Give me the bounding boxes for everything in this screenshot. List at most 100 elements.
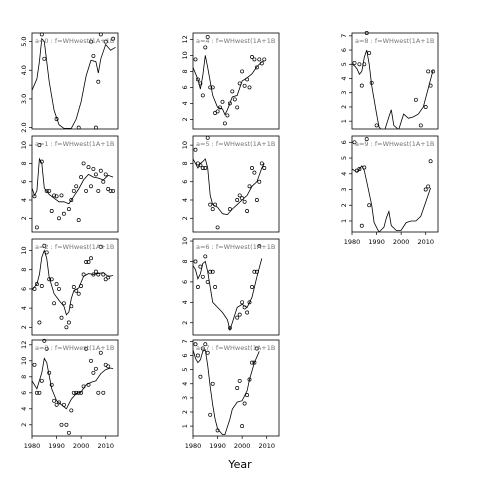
point-2-3 (39, 284, 44, 288)
y-tick-label-5-0: 2 (181, 216, 189, 220)
x-tick-label-9-2: 2000 (393, 238, 410, 246)
panel-frame-0 (31, 32, 119, 130)
point-7-6 (208, 412, 213, 417)
point-1-21 (89, 184, 93, 189)
x-tick-label-9-0: 1980 (344, 238, 361, 246)
point-3-27 (98, 350, 103, 355)
y-tick-label-8-2: 3 (340, 91, 348, 95)
point-1-12 (66, 207, 71, 212)
point-2-16 (71, 285, 76, 289)
point-8-6 (369, 80, 374, 85)
point-8-11 (426, 69, 431, 74)
y-tick-label-9-5: 6 (340, 140, 348, 144)
y-tick-label-8-0: 1 (340, 119, 348, 123)
point-1-30 (111, 188, 116, 193)
point-7-17 (254, 346, 259, 351)
point-4-18 (237, 81, 242, 86)
x-axis-label: Year (228, 458, 252, 471)
y-tick-label-9-1: 2 (340, 203, 348, 207)
point-1-19 (84, 188, 89, 193)
point-9-9 (428, 159, 433, 164)
point-4-1 (195, 77, 200, 82)
panel-7: a=7 : f=WHwest(1A+1B 1 2 3 4 5 6 7 1980 1990 2000 2… (181, 339, 280, 450)
point-3-30 (106, 364, 111, 369)
point-2-23 (89, 256, 93, 261)
y-tick-label-5-4: 10 (181, 141, 189, 149)
point-2-14 (66, 320, 71, 325)
point-8-2 (359, 83, 364, 88)
point-3-21 (84, 346, 89, 351)
point-7-0 (193, 342, 198, 347)
point-6-16 (250, 285, 254, 289)
y-tick-label-4-2: 6 (181, 85, 189, 89)
panel-4: a=4 : f=WHwest(1A+1B 2 4 6 8 10 12 (181, 32, 280, 130)
point-3-20 (81, 384, 86, 389)
y-tick-label-3-4: 10 (20, 357, 28, 365)
point-2-19 (79, 284, 84, 288)
point-3-2 (37, 390, 42, 395)
point-2-10 (57, 286, 61, 291)
point-1-1 (34, 225, 39, 230)
point-3-0 (32, 362, 37, 367)
point-6-14 (245, 310, 250, 315)
y-tick-label-1-2: 6 (20, 180, 28, 184)
point-4-23 (250, 55, 254, 59)
fit-curve-7 (193, 349, 260, 435)
point-2-22 (86, 260, 91, 264)
point-5-18 (252, 170, 257, 175)
x-tick-label-7-2: 2000 (234, 442, 251, 450)
point-1-16 (76, 218, 81, 223)
point-3-6 (47, 370, 52, 375)
x-tick-label-9-3: 2010 (417, 238, 434, 246)
point-9-7 (423, 187, 428, 192)
point-5-20 (257, 179, 262, 184)
fit-curve-1 (32, 157, 114, 205)
x-tick-label-3-3: 2010 (97, 442, 114, 450)
point-4-11 (220, 99, 225, 104)
y-tick-label-4-3: 8 (181, 69, 189, 73)
point-9-3 (359, 223, 364, 228)
y-tick-label-7-3: 4 (181, 382, 189, 386)
x-tick-label-3-0: 1980 (24, 442, 41, 450)
point-6-11 (237, 312, 242, 317)
point-4-16 (232, 97, 237, 102)
point-1-10 (59, 193, 64, 198)
y-tick-label-4-0: 2 (181, 117, 189, 121)
point-7-2 (198, 374, 203, 379)
point-2-28 (101, 272, 106, 277)
point-2-11 (59, 315, 64, 320)
point-7-3 (200, 346, 205, 351)
point-2-26 (96, 272, 101, 277)
point-7-11 (240, 424, 245, 429)
point-1-13 (69, 198, 74, 202)
point-1-5 (47, 188, 52, 193)
point-5-6 (208, 202, 213, 207)
fit-curve-3 (32, 357, 114, 410)
point-9-8 (426, 184, 431, 189)
point-1-2 (37, 143, 42, 148)
point-5-12 (237, 193, 242, 198)
point-1-8 (54, 194, 59, 199)
point-2-21 (84, 260, 89, 264)
point-4-15 (230, 89, 235, 94)
point-8-7 (374, 123, 379, 128)
point-0-2 (54, 117, 59, 121)
point-6-15 (247, 300, 252, 305)
point-4-27 (259, 61, 264, 66)
point-5-3 (200, 166, 205, 170)
panel-frame-6 (192, 238, 280, 336)
point-7-14 (247, 377, 252, 382)
panel-label-0: a=0 : f=WHwest(1A+1B (35, 37, 114, 45)
point-3-25 (93, 366, 98, 371)
y-tick-label-6-0: 2 (181, 321, 189, 325)
x-tick-label-7-1: 1990 (209, 442, 226, 450)
point-2-15 (69, 304, 74, 309)
y-tick-label-3-3: 8 (20, 375, 28, 379)
y-tick-label-2-0: 2 (20, 325, 28, 329)
point-3-10 (57, 400, 61, 405)
point-4-14 (227, 101, 232, 106)
point-4-28 (262, 57, 267, 62)
y-tick-label-4-1: 4 (181, 101, 189, 105)
point-5-22 (262, 166, 267, 170)
point-5-7 (210, 207, 215, 212)
